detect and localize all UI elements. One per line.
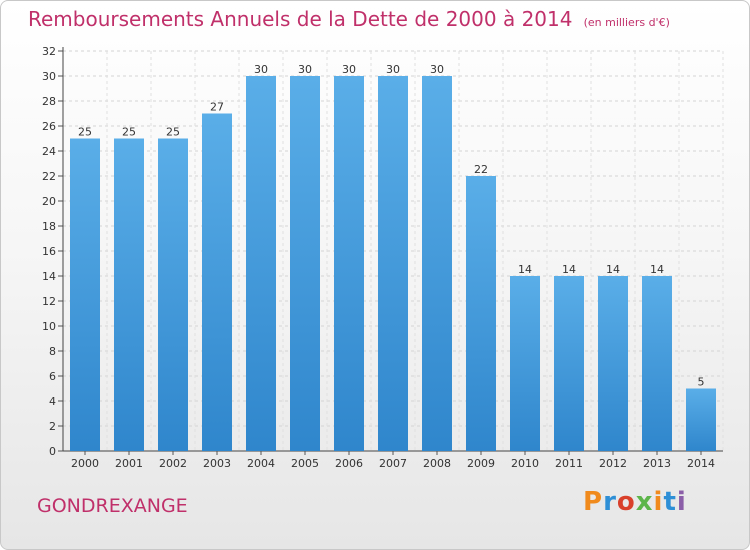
x-tick-label: 2006 (335, 457, 363, 470)
bar (686, 388, 716, 451)
logo-letter: t (663, 487, 677, 517)
bar-value-label: 30 (254, 63, 268, 76)
logo-letter: x (635, 487, 654, 517)
y-tick-label: 10 (42, 320, 56, 333)
y-tick-label: 12 (42, 295, 56, 308)
proxiti-logo: Proxiti (583, 487, 687, 517)
y-tick-label: 20 (42, 195, 56, 208)
title-text: Remboursements Annuels de la Dette de 20… (28, 7, 573, 31)
y-tick-label: 22 (42, 170, 56, 183)
bar (598, 276, 628, 451)
logo-letter: o (616, 487, 636, 517)
y-tick-label: 8 (49, 345, 56, 358)
y-tick-label: 6 (49, 370, 56, 383)
y-tick-label: 18 (42, 220, 56, 233)
y-tick-label: 16 (42, 245, 56, 258)
y-tick-label: 4 (49, 395, 56, 408)
bar (466, 176, 496, 451)
bar-value-label: 5 (698, 376, 705, 389)
bar (246, 76, 276, 451)
y-tick-label: 28 (42, 95, 56, 108)
logo-letter: P (583, 487, 604, 517)
y-tick-label: 26 (42, 120, 56, 133)
bar-value-label: 30 (386, 63, 400, 76)
bar-value-label: 14 (606, 263, 620, 276)
bar-value-label: 25 (122, 126, 136, 139)
bar (642, 276, 672, 451)
y-tick-label: 2 (49, 420, 56, 433)
bar-value-label: 30 (298, 63, 312, 76)
x-tick-label: 2012 (599, 457, 627, 470)
bar (202, 113, 232, 451)
bar (70, 138, 100, 451)
x-tick-label: 2003 (203, 457, 231, 470)
bar (158, 138, 188, 451)
x-tick-label: 2005 (291, 457, 319, 470)
x-tick-label: 2007 (379, 457, 407, 470)
y-tick-label: 0 (49, 445, 56, 458)
bar-value-label: 25 (166, 126, 180, 139)
bar (114, 138, 144, 451)
bar (422, 76, 452, 451)
bar-value-label: 30 (430, 63, 444, 76)
bar (510, 276, 540, 451)
bar (554, 276, 584, 451)
bar (290, 76, 320, 451)
bar-value-label: 30 (342, 63, 356, 76)
logo-letter: i (676, 487, 687, 517)
y-tick-label: 24 (42, 145, 56, 158)
y-tick-label: 30 (42, 70, 56, 83)
bar-value-label: 14 (650, 263, 664, 276)
x-tick-label: 2014 (687, 457, 715, 470)
x-tick-label: 2009 (467, 457, 495, 470)
bar-value-label: 14 (562, 263, 576, 276)
commune-name: GONDREXANGE (37, 495, 188, 517)
bar-value-label: 27 (210, 101, 224, 114)
bar (334, 76, 364, 451)
y-tick-label: 14 (42, 270, 56, 283)
x-tick-label: 2011 (555, 457, 583, 470)
x-tick-label: 2000 (71, 457, 99, 470)
x-tick-label: 2010 (511, 457, 539, 470)
x-tick-label: 2013 (643, 457, 671, 470)
bar-value-label: 14 (518, 263, 532, 276)
bar-value-label: 22 (474, 163, 488, 176)
bar-value-label: 25 (78, 126, 92, 139)
x-tick-label: 2008 (423, 457, 451, 470)
y-tick-label: 32 (42, 45, 56, 58)
chart-title: Remboursements Annuels de la Dette de 20… (28, 7, 670, 31)
logo-letter: r (603, 487, 617, 517)
unit-note: (en milliers d'€) (583, 16, 670, 29)
x-tick-label: 2004 (247, 457, 275, 470)
logo-letter: i (653, 487, 664, 517)
x-tick-label: 2002 (159, 457, 187, 470)
bar (378, 76, 408, 451)
x-tick-label: 2001 (115, 457, 143, 470)
